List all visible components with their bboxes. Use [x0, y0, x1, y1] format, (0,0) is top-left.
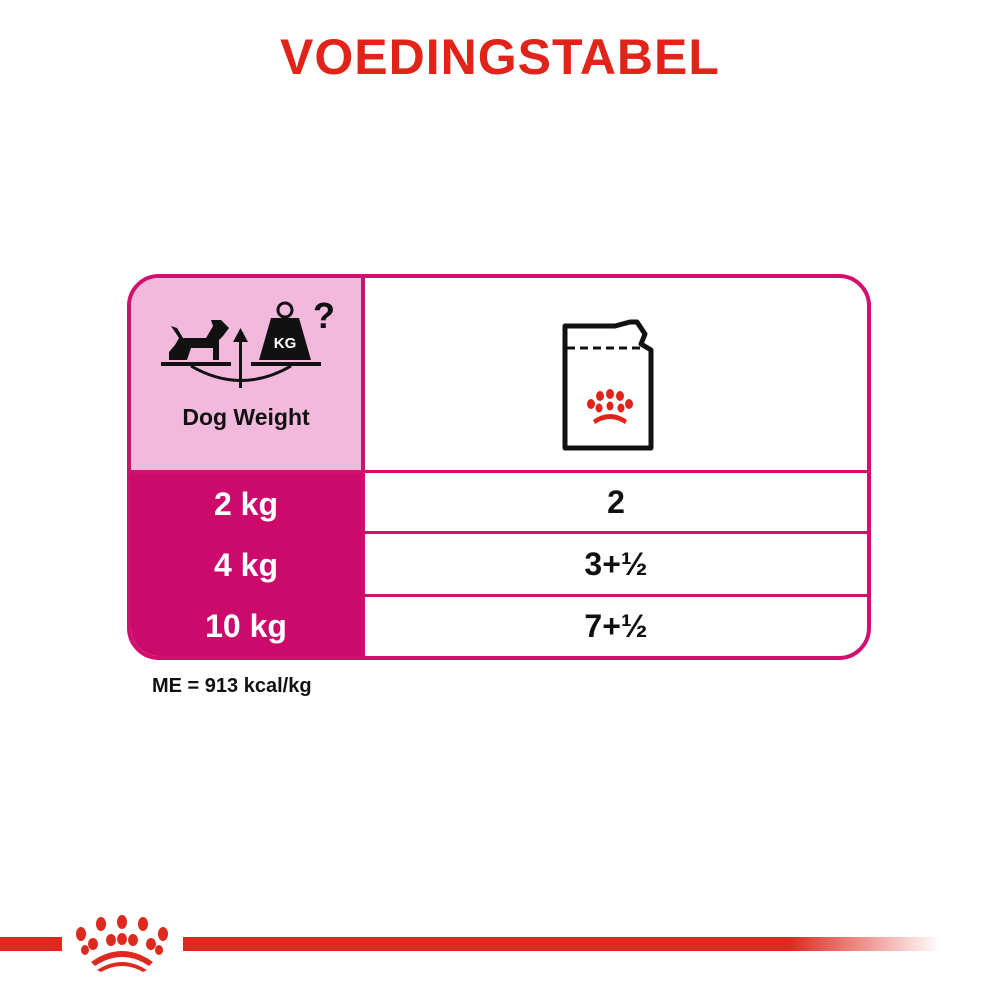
page-title: VOEDINGSTABEL — [280, 29, 720, 85]
amount-cell: 2 — [365, 474, 867, 534]
header-pouch — [365, 278, 867, 473]
table-row: 10 kg 7+½ — [131, 597, 867, 656]
svg-text:?: ? — [313, 295, 335, 336]
table-row: 2 kg 2 — [131, 474, 867, 534]
weight-cell: 10 kg — [131, 597, 365, 656]
weight-cell: 2 kg — [131, 474, 365, 534]
table-row: 4 kg 3+½ — [131, 534, 867, 597]
royal-canin-crown-logo — [76, 915, 168, 972]
header-dog-weight: KG ? Dog Weight — [131, 278, 365, 474]
dog-weight-scale-icon: KG ? — [161, 295, 335, 388]
dog-weight-label: Dog Weight — [182, 404, 310, 430]
brand-bar-left — [0, 937, 62, 951]
feeding-table: KG ? Dog Weight 2 kg 2 4 kg 3+½ 10 kg 7+… — [127, 274, 871, 660]
svg-text:KG: KG — [274, 335, 297, 352]
weight-cell: 4 kg — [131, 534, 365, 597]
brand-bar-right — [183, 937, 940, 951]
amount-cell: 3+½ — [365, 534, 867, 597]
energy-footnote: ME = 913 kcal/kg — [152, 675, 312, 697]
pouch-icon — [562, 319, 654, 451]
amount-cell: 7+½ — [584, 608, 648, 644]
